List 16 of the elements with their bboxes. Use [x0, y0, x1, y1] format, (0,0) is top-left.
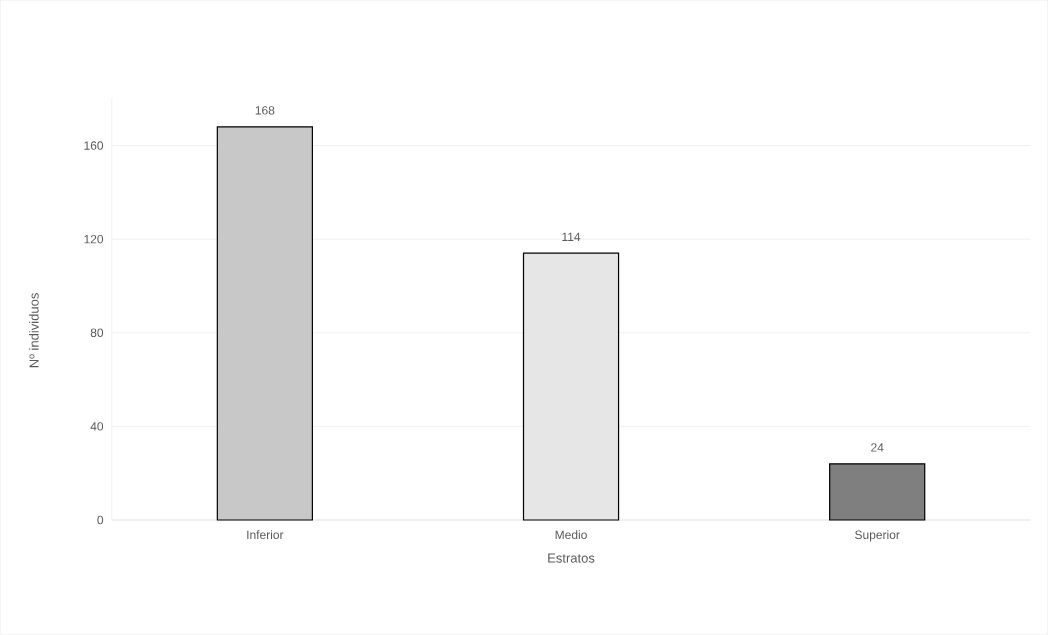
x-tick-label: Superior [855, 530, 900, 542]
y-tick-label: 0 [97, 515, 104, 525]
x-axis-title: Estratos [548, 553, 595, 563]
bar [216, 126, 313, 521]
x-tick-label: Medio [555, 530, 587, 540]
y-axis-title: Nº individuos [29, 293, 39, 368]
y-tick-label: 120 [84, 235, 104, 244]
bar [522, 252, 620, 521]
x-tick-label: Inferior [247, 530, 284, 540]
y-tick-label: 160 [84, 141, 104, 150]
data-label: 168 [255, 106, 275, 115]
bar [829, 463, 926, 521]
y-tick-label: 40 [90, 422, 104, 431]
data-label: 114 [562, 232, 581, 242]
data-label: 24 [871, 443, 884, 452]
y-tick-label: 80 [90, 328, 104, 338]
